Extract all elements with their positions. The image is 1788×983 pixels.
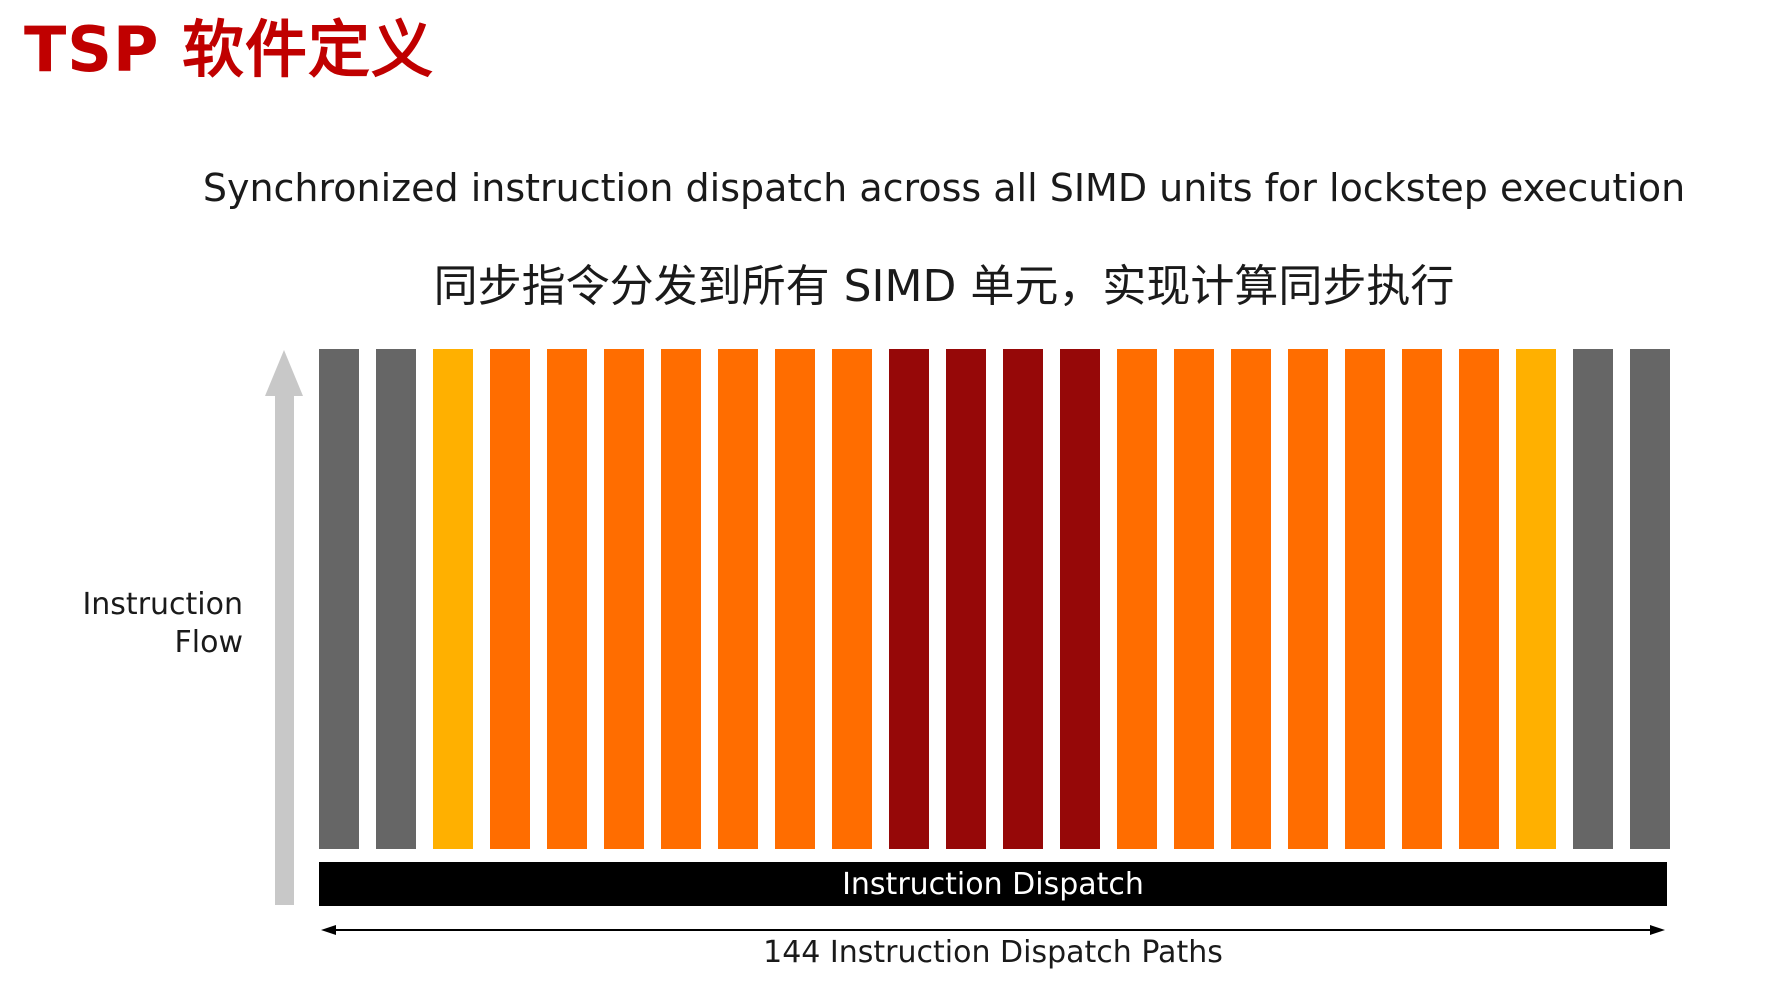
simd-unit-column — [661, 349, 701, 849]
simd-unit-column — [490, 349, 530, 849]
simd-unit-columns — [319, 349, 1670, 849]
instruction-dispatch-bar — [319, 862, 1667, 906]
simd-unit-column — [946, 349, 986, 849]
span-arrow-left-head — [321, 925, 336, 935]
simd-unit-column — [1402, 349, 1442, 849]
simd-unit-column — [832, 349, 872, 849]
instruction-flow-label-line2: Flow — [174, 625, 243, 660]
simd-unit-column — [1630, 349, 1670, 849]
instruction-flow-label: Instruction Flow — [20, 586, 243, 662]
simd-unit-column — [1003, 349, 1043, 849]
simd-unit-column — [1516, 349, 1556, 849]
simd-unit-column — [547, 349, 587, 849]
slide-title: TSP 软件定义 — [24, 13, 434, 86]
simd-unit-column — [1117, 349, 1157, 849]
simd-unit-column — [376, 349, 416, 849]
simd-unit-column — [1288, 349, 1328, 849]
simd-unit-column — [1345, 349, 1385, 849]
dispatch-paths-span-arrow — [321, 925, 1665, 935]
instruction-dispatch-label: Instruction Dispatch — [842, 867, 1144, 902]
simd-unit-column — [1060, 349, 1100, 849]
subtitle-chinese: 同步指令分发到所有 SIMD 单元，实现计算同步执行 — [433, 261, 1455, 312]
simd-unit-column — [319, 349, 359, 849]
simd-unit-column — [1174, 349, 1214, 849]
instruction-flow-arrow-head — [265, 350, 303, 396]
simd-unit-column — [604, 349, 644, 849]
simd-unit-column — [889, 349, 929, 849]
simd-unit-column — [1573, 349, 1613, 849]
instruction-flow-arrow — [265, 350, 303, 905]
simd-unit-column — [718, 349, 758, 849]
instruction-flow-arrow-shaft — [275, 392, 294, 905]
instruction-flow-label-line1: Instruction — [82, 587, 243, 622]
subtitle-english: Synchronized instruction dispatch across… — [202, 166, 1686, 210]
simd-unit-column — [1231, 349, 1271, 849]
simd-unit-column — [433, 349, 473, 849]
dispatch-paths-label: 144 Instruction Dispatch Paths — [763, 935, 1223, 970]
simd-unit-column — [1459, 349, 1499, 849]
span-arrow-right-head — [1650, 925, 1665, 935]
simd-unit-column — [775, 349, 815, 849]
